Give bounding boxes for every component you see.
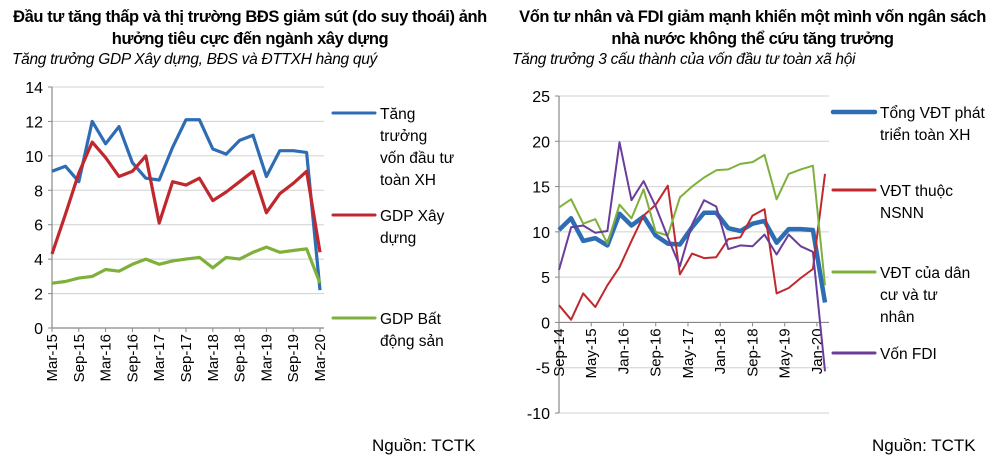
y-tick-label: 12 xyxy=(25,114,43,131)
right-chart-source: Nguồn: TCTK xyxy=(872,436,976,455)
y-tick-label: 5 xyxy=(541,270,550,287)
series-line-2 xyxy=(558,173,826,321)
legend-label: GDP Xây dựng xyxy=(380,208,445,247)
y-tick-label: 15 xyxy=(532,180,550,197)
legend-label: Tổng VĐT phát triển toàn XH xyxy=(880,105,986,144)
legend-label: VĐT của dân cư và tư nhân xyxy=(880,265,970,326)
x-tick-label: Sep-15 xyxy=(71,334,88,382)
x-tick-label: May-19 xyxy=(777,328,794,378)
legend-label-line: triển toàn XH xyxy=(880,127,970,144)
legend-label: GDP Bất động sản xyxy=(380,311,444,350)
x-tick-label: Mar-16 xyxy=(98,334,115,382)
left-chart-subtitle: Tăng trưởng GDP Xây dựng, BĐS và ĐTTXH h… xyxy=(12,51,377,68)
y-tick-label: 2 xyxy=(34,287,43,304)
y-tick-label: 25 xyxy=(532,89,550,106)
x-tick-label: Mar-17 xyxy=(151,334,168,382)
legend-label: Vốn FDI xyxy=(880,346,937,363)
legend-label-line: toàn XH xyxy=(380,172,436,189)
legend-label: VĐT thuộc NSNN xyxy=(880,183,953,222)
legend-label-line: Vốn FDI xyxy=(880,346,937,363)
legend-label-line: trưởng xyxy=(380,128,427,145)
series-line-2 xyxy=(50,140,322,255)
chart-1: 0 2 4 6 8 10 12 14 Mar-15 Sep-15 Mar-16 Sep-16 Mar-1… xyxy=(25,80,454,382)
x-tick-label: Sep-16 xyxy=(648,328,665,376)
x-tick-label: Mar-19 xyxy=(258,334,275,382)
y-tick-label: 8 xyxy=(34,183,43,200)
chart-2: -10 -5 0 5 10 15 20 25 Sep-14 May-15 Jan-16 Sep-16 M… xyxy=(527,89,986,423)
legend-label-line: Tổng VĐT phát xyxy=(880,105,986,122)
y-tick-label: 0 xyxy=(541,315,550,332)
legend-label-line: cư và tư xyxy=(880,287,938,304)
x-tick-label: May-15 xyxy=(583,328,600,378)
y-tick-label: 10 xyxy=(25,149,43,166)
legend-label-line: động sản xyxy=(380,333,444,350)
legend-label-line: VĐT của dân xyxy=(880,265,970,282)
x-tick-label: Sep-18 xyxy=(744,328,761,376)
legend-label-line: Tăng xyxy=(380,106,415,123)
legend-label-line: NSNN xyxy=(880,205,924,222)
series-line-3 xyxy=(51,245,322,285)
legend-label-line: VĐT thuộc xyxy=(880,183,953,200)
x-tick-label: Sep-18 xyxy=(232,334,249,382)
x-tick-label: May-17 xyxy=(680,328,697,378)
x-tick-label: Sep-19 xyxy=(285,334,302,382)
legend-label-line: GDP Xây xyxy=(380,208,445,225)
y-tick-label: 4 xyxy=(34,252,43,269)
legend-label-line: GDP Bất xyxy=(380,311,442,328)
x-tick-label: Sep-16 xyxy=(124,334,141,382)
x-tick-label: Mar-15 xyxy=(44,334,61,382)
legend-label-line: vốn đầu tư xyxy=(380,150,454,167)
y-tick-label: 6 xyxy=(34,218,43,235)
y-tick-label: 20 xyxy=(532,134,550,151)
y-tick-label: -10 xyxy=(527,406,550,423)
y-tick-label: 0 xyxy=(34,321,43,338)
x-tick-label: Mar-20 xyxy=(312,334,329,382)
x-tick-label: Sep-14 xyxy=(551,328,568,376)
y-tick-label: -5 xyxy=(536,361,550,378)
left-chart-title: Đầu tư tăng thấp và thị trường BĐS giảm … xyxy=(13,8,487,48)
x-tick-label: Jan-16 xyxy=(615,328,632,374)
x-tick-label: Jan-18 xyxy=(712,328,729,374)
x-tick-label: Sep-17 xyxy=(178,334,195,382)
legend-label: Tăng trưởng vốn đầu tư toàn XH xyxy=(380,106,454,189)
right-chart-subtitle: Tăng trưởng 3 cấu thành của vốn đầu tư t… xyxy=(512,51,856,68)
series-line-3 xyxy=(558,153,826,286)
legend-label-line: dựng xyxy=(380,230,416,247)
left-chart-source: Nguồn: TCTK xyxy=(372,436,476,455)
y-tick-label: 10 xyxy=(532,225,550,242)
x-tick-label: Mar-18 xyxy=(205,334,222,382)
y-tick-label: 14 xyxy=(25,80,43,97)
legend-label-line: nhân xyxy=(880,309,914,326)
right-chart-title: Vốn tư nhân và FDI giảm mạnh khiến một m… xyxy=(519,8,986,48)
